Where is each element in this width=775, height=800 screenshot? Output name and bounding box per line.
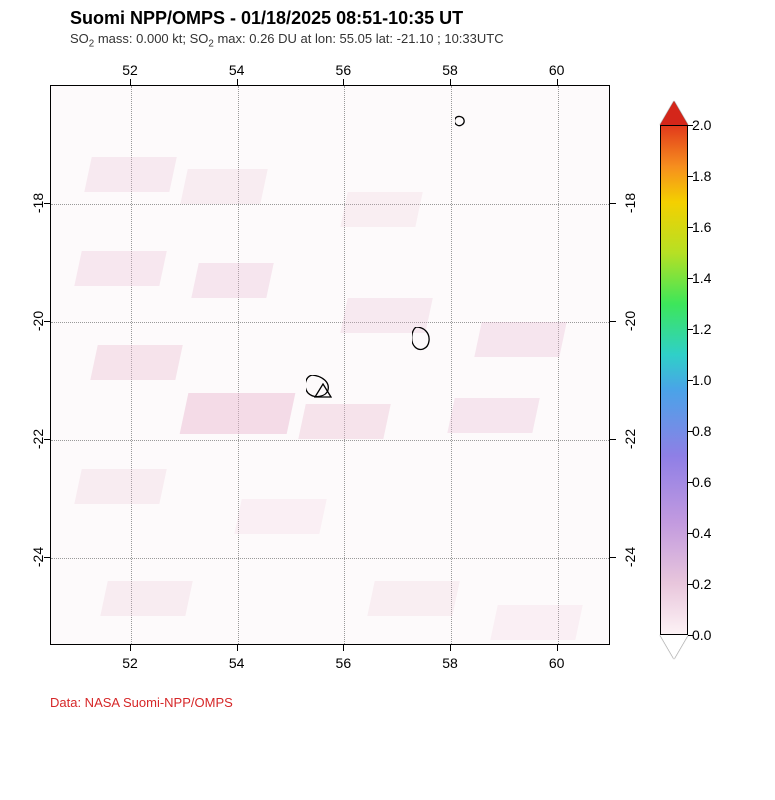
colorbar-tick: 1.8 bbox=[692, 168, 711, 184]
so2-patch bbox=[90, 345, 183, 380]
gridline-v bbox=[344, 86, 345, 644]
ytick-right: -18 bbox=[622, 193, 638, 213]
ytick-right: -20 bbox=[622, 311, 638, 331]
xtick-top: 60 bbox=[549, 62, 565, 78]
so2-patch bbox=[341, 192, 423, 227]
xtick-bottom: 58 bbox=[442, 655, 458, 671]
colorbar-bar bbox=[660, 125, 688, 635]
colorbar-tick: 0.2 bbox=[692, 576, 711, 592]
colorbar-tick: 1.2 bbox=[692, 321, 711, 337]
island-rodrigues bbox=[455, 115, 495, 155]
so2-patch bbox=[101, 581, 194, 616]
xtick-bottom: 52 bbox=[122, 655, 138, 671]
xtick-bottom: 56 bbox=[336, 655, 352, 671]
so2-patch bbox=[181, 169, 269, 204]
volcano-marker-icon bbox=[314, 383, 332, 399]
gridline-v bbox=[558, 86, 559, 644]
colorbar-tick: 1.0 bbox=[692, 372, 711, 388]
xtick-bottom: 54 bbox=[229, 655, 245, 671]
ytick-right: -24 bbox=[622, 546, 638, 566]
colorbar-tick: 0.6 bbox=[692, 474, 711, 490]
gridline-h bbox=[51, 558, 609, 559]
colorbar: PCA SO2 column TRM [DU] 0.00.20.40.60.81… bbox=[660, 95, 760, 675]
so2-patch bbox=[180, 393, 295, 434]
so2-patch bbox=[74, 251, 167, 286]
gridline-h bbox=[51, 204, 609, 205]
colorbar-tick: 2.0 bbox=[692, 117, 711, 133]
colorbar-tick: 0.4 bbox=[692, 525, 711, 541]
so2-patch bbox=[447, 398, 540, 433]
map-plot-area bbox=[50, 85, 610, 645]
colorbar-under-triangle bbox=[660, 635, 688, 659]
colorbar-tick: 1.4 bbox=[692, 270, 711, 286]
so2-patch bbox=[85, 157, 178, 192]
so2-patch bbox=[490, 605, 583, 640]
so2-patch bbox=[474, 322, 567, 357]
data-credit: Data: NASA Suomi-NPP/OMPS bbox=[50, 695, 233, 710]
island-mauritius bbox=[412, 327, 452, 367]
ytick-right: -22 bbox=[622, 429, 638, 449]
header-block: Suomi NPP/OMPS - 01/18/2025 08:51-10:35 … bbox=[70, 8, 504, 50]
colorbar-tick: 1.6 bbox=[692, 219, 711, 235]
colorbar-tick: 0.0 bbox=[692, 627, 711, 643]
gridline-h bbox=[51, 440, 609, 441]
so2-patch bbox=[191, 263, 273, 298]
xtick-bottom: 60 bbox=[549, 655, 565, 671]
xtick-top: 58 bbox=[442, 62, 458, 78]
xtick-top: 54 bbox=[229, 62, 245, 78]
xtick-top: 52 bbox=[122, 62, 138, 78]
colorbar-tick: 0.8 bbox=[692, 423, 711, 439]
so2-patch bbox=[234, 499, 327, 534]
colorbar-over-triangle bbox=[660, 101, 688, 125]
so2-patch bbox=[367, 581, 460, 616]
so2-patch bbox=[74, 469, 167, 504]
chart-subtitle: SO2 mass: 0.000 kt; SO2 max: 0.26 DU at … bbox=[70, 31, 504, 50]
chart-title: Suomi NPP/OMPS - 01/18/2025 08:51-10:35 … bbox=[70, 8, 504, 29]
xtick-top: 56 bbox=[336, 62, 352, 78]
